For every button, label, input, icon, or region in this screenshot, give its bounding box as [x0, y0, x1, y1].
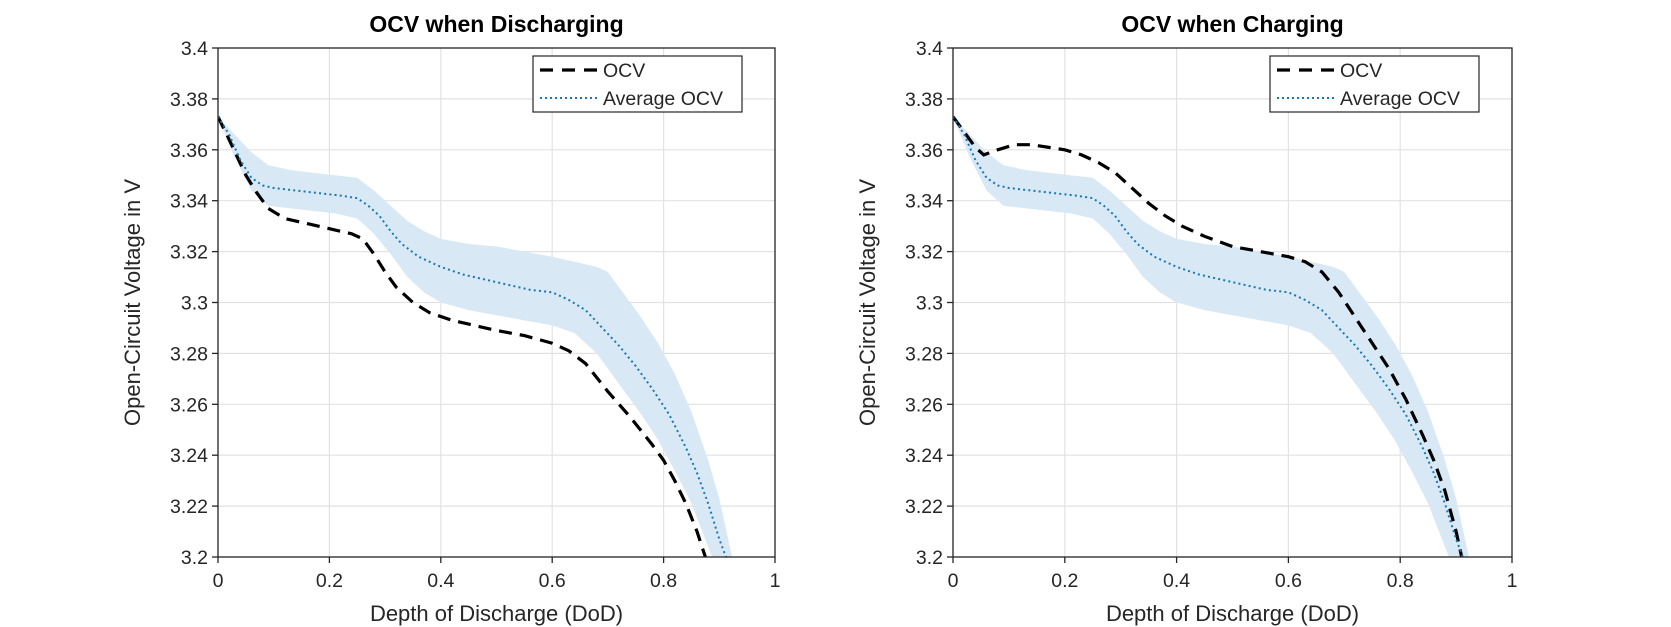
y-tick-label: 3.28 [170, 343, 208, 365]
y-tick-label: 3.32 [905, 242, 943, 264]
y-tick-label: 3.22 [170, 496, 208, 518]
average-ocv-line [953, 116, 1464, 557]
legend-label: Average OCV [1340, 88, 1460, 110]
ocv-line [218, 116, 707, 557]
y-tick-label: 3.3 [181, 293, 208, 315]
x-tick-label: 0 [213, 570, 224, 592]
y-axis-label: Open-Circuit Voltage in V [855, 179, 880, 426]
legend-label: OCV [603, 60, 645, 82]
charging-chart-svg: 0 0.2 0.4 0.6 0.8 1 3.2 3.22 3.24 3.26 3.28 3.3 3.32… [855, 11, 1518, 626]
legend: OCV Average OCV [532, 55, 743, 113]
y-tick-label: 3.4 [181, 38, 208, 60]
chart-title: OCV when Charging [1121, 11, 1343, 37]
y-tick-label: 3.36 [170, 140, 208, 162]
x-tick-label: 0.2 [316, 570, 343, 592]
y-tick-label: 3.22 [905, 496, 943, 518]
legend-box [1269, 55, 1480, 113]
y-tick-label: 3.36 [905, 140, 943, 162]
x-tick-label: 1 [1507, 570, 1518, 592]
x-tick-label: 0.4 [1163, 570, 1190, 592]
y-axis-label: Open-Circuit Voltage in V [120, 179, 145, 426]
charging-chart: 0 0.2 0.4 0.6 0.8 1 3.2 3.22 3.24 3.26 3.28 3.3 3.32… [836, 0, 1671, 627]
x-axis-label: Depth of Discharge (DoD) [1106, 601, 1359, 626]
chart-title: OCV when Discharging [369, 11, 623, 37]
x-tick-label: 1 [770, 570, 781, 592]
y-tick-label: 3.34 [170, 191, 208, 213]
x-axis-label: Depth of Discharge (DoD) [370, 601, 623, 626]
std-band [218, 116, 733, 557]
average-ocv-line [218, 116, 727, 557]
y-tick-label: 3.26 [905, 394, 943, 416]
y-tick-label: 3.2 [181, 547, 208, 569]
legend: OCV Average OCV [1269, 55, 1480, 113]
discharging-chart-svg: 0 0.2 0.4 0.6 0.8 1 3.2 3.22 3.24 3.26 3.28 3.3 3.32… [120, 11, 781, 626]
legend-box [532, 55, 743, 113]
legend-label: Average OCV [603, 88, 723, 110]
x-tick-label: 0 [948, 570, 959, 592]
y-tick-label: 3.34 [905, 191, 943, 213]
std-band [953, 116, 1469, 557]
y-tick-label: 3.28 [905, 343, 943, 365]
x-tick-label: 0.8 [650, 570, 677, 592]
y-tick-label: 3.24 [170, 445, 208, 467]
plot-series-group [218, 116, 733, 557]
x-tick-label: 0.6 [539, 570, 566, 592]
ocv-line [953, 115, 1464, 557]
y-tick-label: 3.3 [916, 293, 943, 315]
y-tick-label: 3.32 [170, 242, 208, 264]
x-tick-label: 0.6 [1275, 570, 1302, 592]
x-tick-label: 0.4 [427, 570, 454, 592]
y-tick-label: 3.38 [170, 89, 208, 111]
x-tick-label: 0.8 [1387, 570, 1414, 592]
plot-series-group [953, 115, 1469, 557]
y-tick-label: 3.2 [916, 547, 943, 569]
y-tick-label: 3.38 [905, 89, 943, 111]
legend-label: OCV [1340, 60, 1382, 82]
y-tick-label: 3.4 [916, 38, 943, 60]
y-tick-label: 3.26 [170, 394, 208, 416]
x-tick-label: 0.2 [1051, 570, 1078, 592]
discharging-chart: 0 0.2 0.4 0.6 0.8 1 3.2 3.22 3.24 3.26 3.28 3.3 3.32… [120, 11, 781, 626]
y-tick-label: 3.24 [905, 445, 943, 467]
